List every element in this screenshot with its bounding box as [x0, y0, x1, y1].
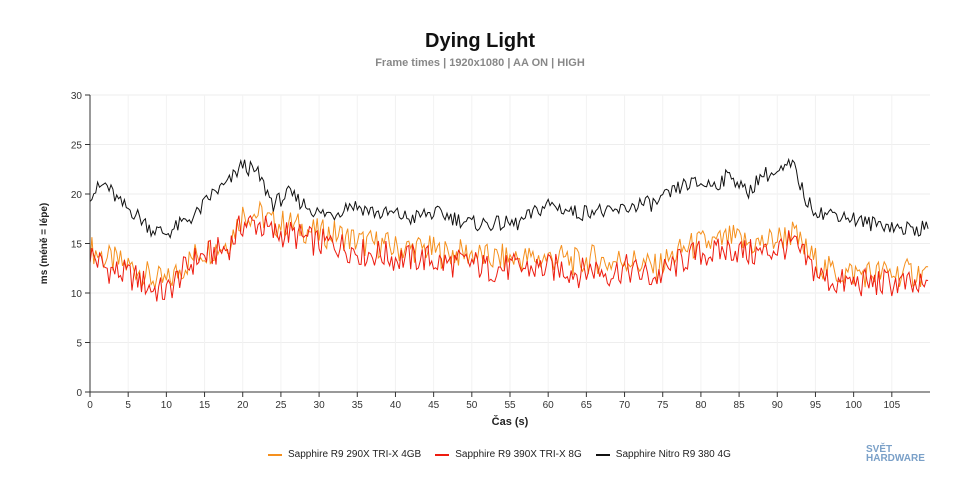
y-tick-label: 25: [71, 141, 83, 152]
x-tick-label: 10: [161, 400, 173, 411]
legend-label: Sapphire Nitro R9 380 4G: [615, 449, 731, 460]
y-tick-label: 5: [76, 339, 82, 350]
svet-hardware-logo: SVĚT HARDWARE: [866, 444, 925, 464]
chart-subtitle: Frame times | 1920x1080 | AA ON | HIGH: [375, 57, 585, 69]
x-tick-label: 35: [352, 400, 364, 411]
y-tick-label: 10: [71, 289, 83, 300]
legend-swatch: [435, 453, 450, 456]
x-tick-label: 5: [125, 400, 131, 411]
x-tick-label: 15: [199, 400, 211, 411]
y-tick-label: 0: [76, 388, 82, 399]
y-tick-label: 20: [71, 190, 83, 201]
y-axis-label: ms (méně = lépe): [39, 203, 50, 284]
legend-item[interactable]: Sapphire R9 390X TRI-X 8G: [435, 449, 582, 460]
x-tick-label: 20: [237, 400, 249, 411]
x-tick-label: 30: [314, 400, 326, 411]
legend-label: Sapphire R9 390X TRI-X 8G: [455, 449, 582, 460]
x-tick-label: 95: [810, 400, 822, 411]
legend-item[interactable]: Sapphire R9 290X TRI-X 4GB: [268, 449, 421, 460]
x-tick-label: 85: [734, 400, 746, 411]
legend-swatch: [595, 453, 610, 456]
x-tick-label: 55: [504, 400, 516, 411]
y-tick-label: 15: [71, 240, 83, 251]
x-tick-label: 40: [390, 400, 402, 411]
x-tick-label: 100: [845, 400, 862, 411]
x-tick-label: 70: [619, 400, 631, 411]
chart-title: Dying Light: [425, 30, 535, 52]
x-tick-label: 80: [695, 400, 707, 411]
x-tick-label: 50: [466, 400, 478, 411]
x-tick-label: 60: [543, 400, 555, 411]
series-line-2: [89, 157, 929, 239]
x-axis-label: Čas (s): [492, 415, 529, 428]
x-tick-label: 25: [275, 400, 287, 411]
legend-label: Sapphire R9 290X TRI-X 4GB: [288, 449, 422, 460]
x-tick-label: 75: [657, 400, 669, 411]
y-tick-label: 30: [71, 91, 83, 102]
legend: Sapphire R9 290X TRI-X 4GB Sapphire R9 3…: [268, 449, 731, 460]
x-tick-label: 90: [772, 400, 784, 411]
x-tick-label: 105: [883, 400, 900, 411]
x-tick-label: 0: [87, 400, 93, 411]
legend-item[interactable]: Sapphire Nitro R9 380 4G: [595, 449, 731, 460]
series-line-1: [89, 214, 929, 302]
x-tick-label: 45: [428, 400, 440, 411]
x-tick-label: 65: [581, 400, 593, 411]
legend-swatch: [268, 453, 282, 456]
